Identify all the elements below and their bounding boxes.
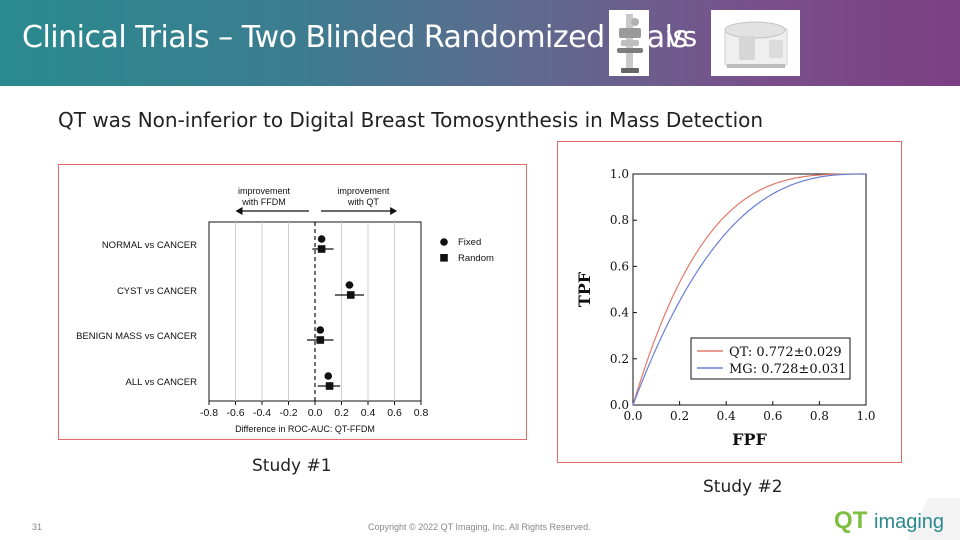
copyright-notice: Copyright © 2022 QT Imaging, Inc. All Ri… (368, 522, 591, 532)
legend-label-qt: QT: 0.772±0.029 (729, 345, 842, 360)
annotation-ffdm-line1: improvement (238, 186, 291, 196)
x-tick-label: 0.4 (717, 409, 736, 423)
x-tick-label: -0.6 (226, 407, 244, 419)
logo-q-text: QT (834, 507, 868, 534)
qt-scanner-image (609, 10, 649, 76)
roc-curve-panel: 0.0 0.2 0.4 0.6 0.8 1.0 0.0 0.2 0.4 0.6 0.8 1.0 FPF T… (557, 141, 902, 463)
plot-frame (632, 173, 867, 406)
study-2-caption: Study #2 (703, 477, 783, 497)
page-number: 31 (32, 522, 43, 532)
arrowhead-qt (390, 207, 398, 215)
y-tick-label: 0.6 (610, 259, 629, 273)
point-fixed (345, 281, 354, 289)
roc-curve-qt (632, 173, 866, 406)
x-tick-label: 0.6 (387, 407, 402, 419)
roc-curve-chart: 0.0 0.2 0.4 0.6 0.8 1.0 0.0 0.2 0.4 0.6 0.8 1.0 FPF T… (575, 167, 876, 449)
point-fixed (324, 372, 333, 380)
point-random (316, 336, 325, 344)
x-tick-label: 0.4 (361, 407, 376, 419)
x-tick-label: 0.2 (670, 409, 689, 423)
x-tick-label: 0.0 (623, 409, 642, 423)
arrowhead-ffdm (235, 207, 243, 215)
slide-title: Clinical Trials – Two Blinded Randomized… (22, 20, 688, 55)
slide-subtitle: QT was Non-inferior to Digital Breast To… (58, 108, 764, 132)
point-random (317, 245, 326, 253)
x-axis-label: Difference in ROC-AUC: QT-FFDM (235, 424, 375, 434)
legend-label-random: Random (458, 253, 494, 264)
y-tick-label: 1.0 (610, 167, 629, 181)
legend-marker-random (440, 254, 448, 262)
roc-curve-mg (632, 173, 866, 406)
annotation-qt-line1: improvement (337, 186, 390, 196)
y-tick-label: 0.2 (610, 352, 629, 366)
category-label: ALL vs CANCER (126, 377, 198, 388)
forest-plot-panel: -0.8 -0.6 -0.4 -0.2 0.0 0.2 0.4 0.6 0.8 Differenc… (58, 164, 527, 440)
point-random (346, 291, 355, 299)
y-axis-label: TPF (575, 271, 594, 307)
x-tick-label: 0.6 (763, 409, 782, 423)
x-tick-label: -0.2 (279, 407, 297, 419)
y-tick-label: 0.0 (610, 398, 629, 412)
annotation-ffdm-line2: with FFDM (241, 197, 286, 207)
category-label: BENIGN MASS vs CANCER (76, 331, 197, 342)
x-axis-label: FPF (732, 430, 767, 449)
x-tick-label: 0.8 (810, 409, 829, 423)
x-tick-label: 0.8 (414, 407, 429, 419)
study-1-caption: Study #1 (252, 456, 332, 476)
logo-imaging-text: imaging (874, 511, 944, 533)
x-tick-label: -0.4 (253, 407, 271, 419)
forest-plot-chart: -0.8 -0.6 -0.4 -0.2 0.0 0.2 0.4 0.6 0.8 Differenc… (76, 186, 494, 434)
qt-imaging-logo: QT imaging (828, 498, 960, 540)
mammography-device-image (711, 10, 800, 76)
point-fixed (317, 235, 326, 243)
x-tick-label: -0.8 (200, 407, 218, 419)
category-label: CYST vs CANCER (117, 286, 197, 297)
legend-marker-fixed (440, 238, 448, 246)
x-tick-label: 0.0 (308, 407, 323, 419)
x-tick-label: 0.2 (334, 407, 349, 419)
annotation-qt-line2: with QT (347, 197, 380, 207)
legend-label-fixed: Fixed (458, 237, 481, 248)
point-fixed (316, 326, 325, 334)
x-tick-label: 1.0 (856, 409, 875, 423)
y-tick-label: 0.8 (610, 213, 629, 227)
category-label: NORMAL vs CANCER (102, 240, 197, 251)
legend-box (690, 337, 851, 380)
y-tick-label: 0.4 (610, 306, 629, 320)
vs-label: vs (666, 20, 698, 53)
point-random (325, 382, 334, 390)
slide-header: Clinical Trials – Two Blinded Randomized… (0, 0, 960, 86)
legend-label-mg: MG: 0.728±0.031 (729, 362, 847, 377)
